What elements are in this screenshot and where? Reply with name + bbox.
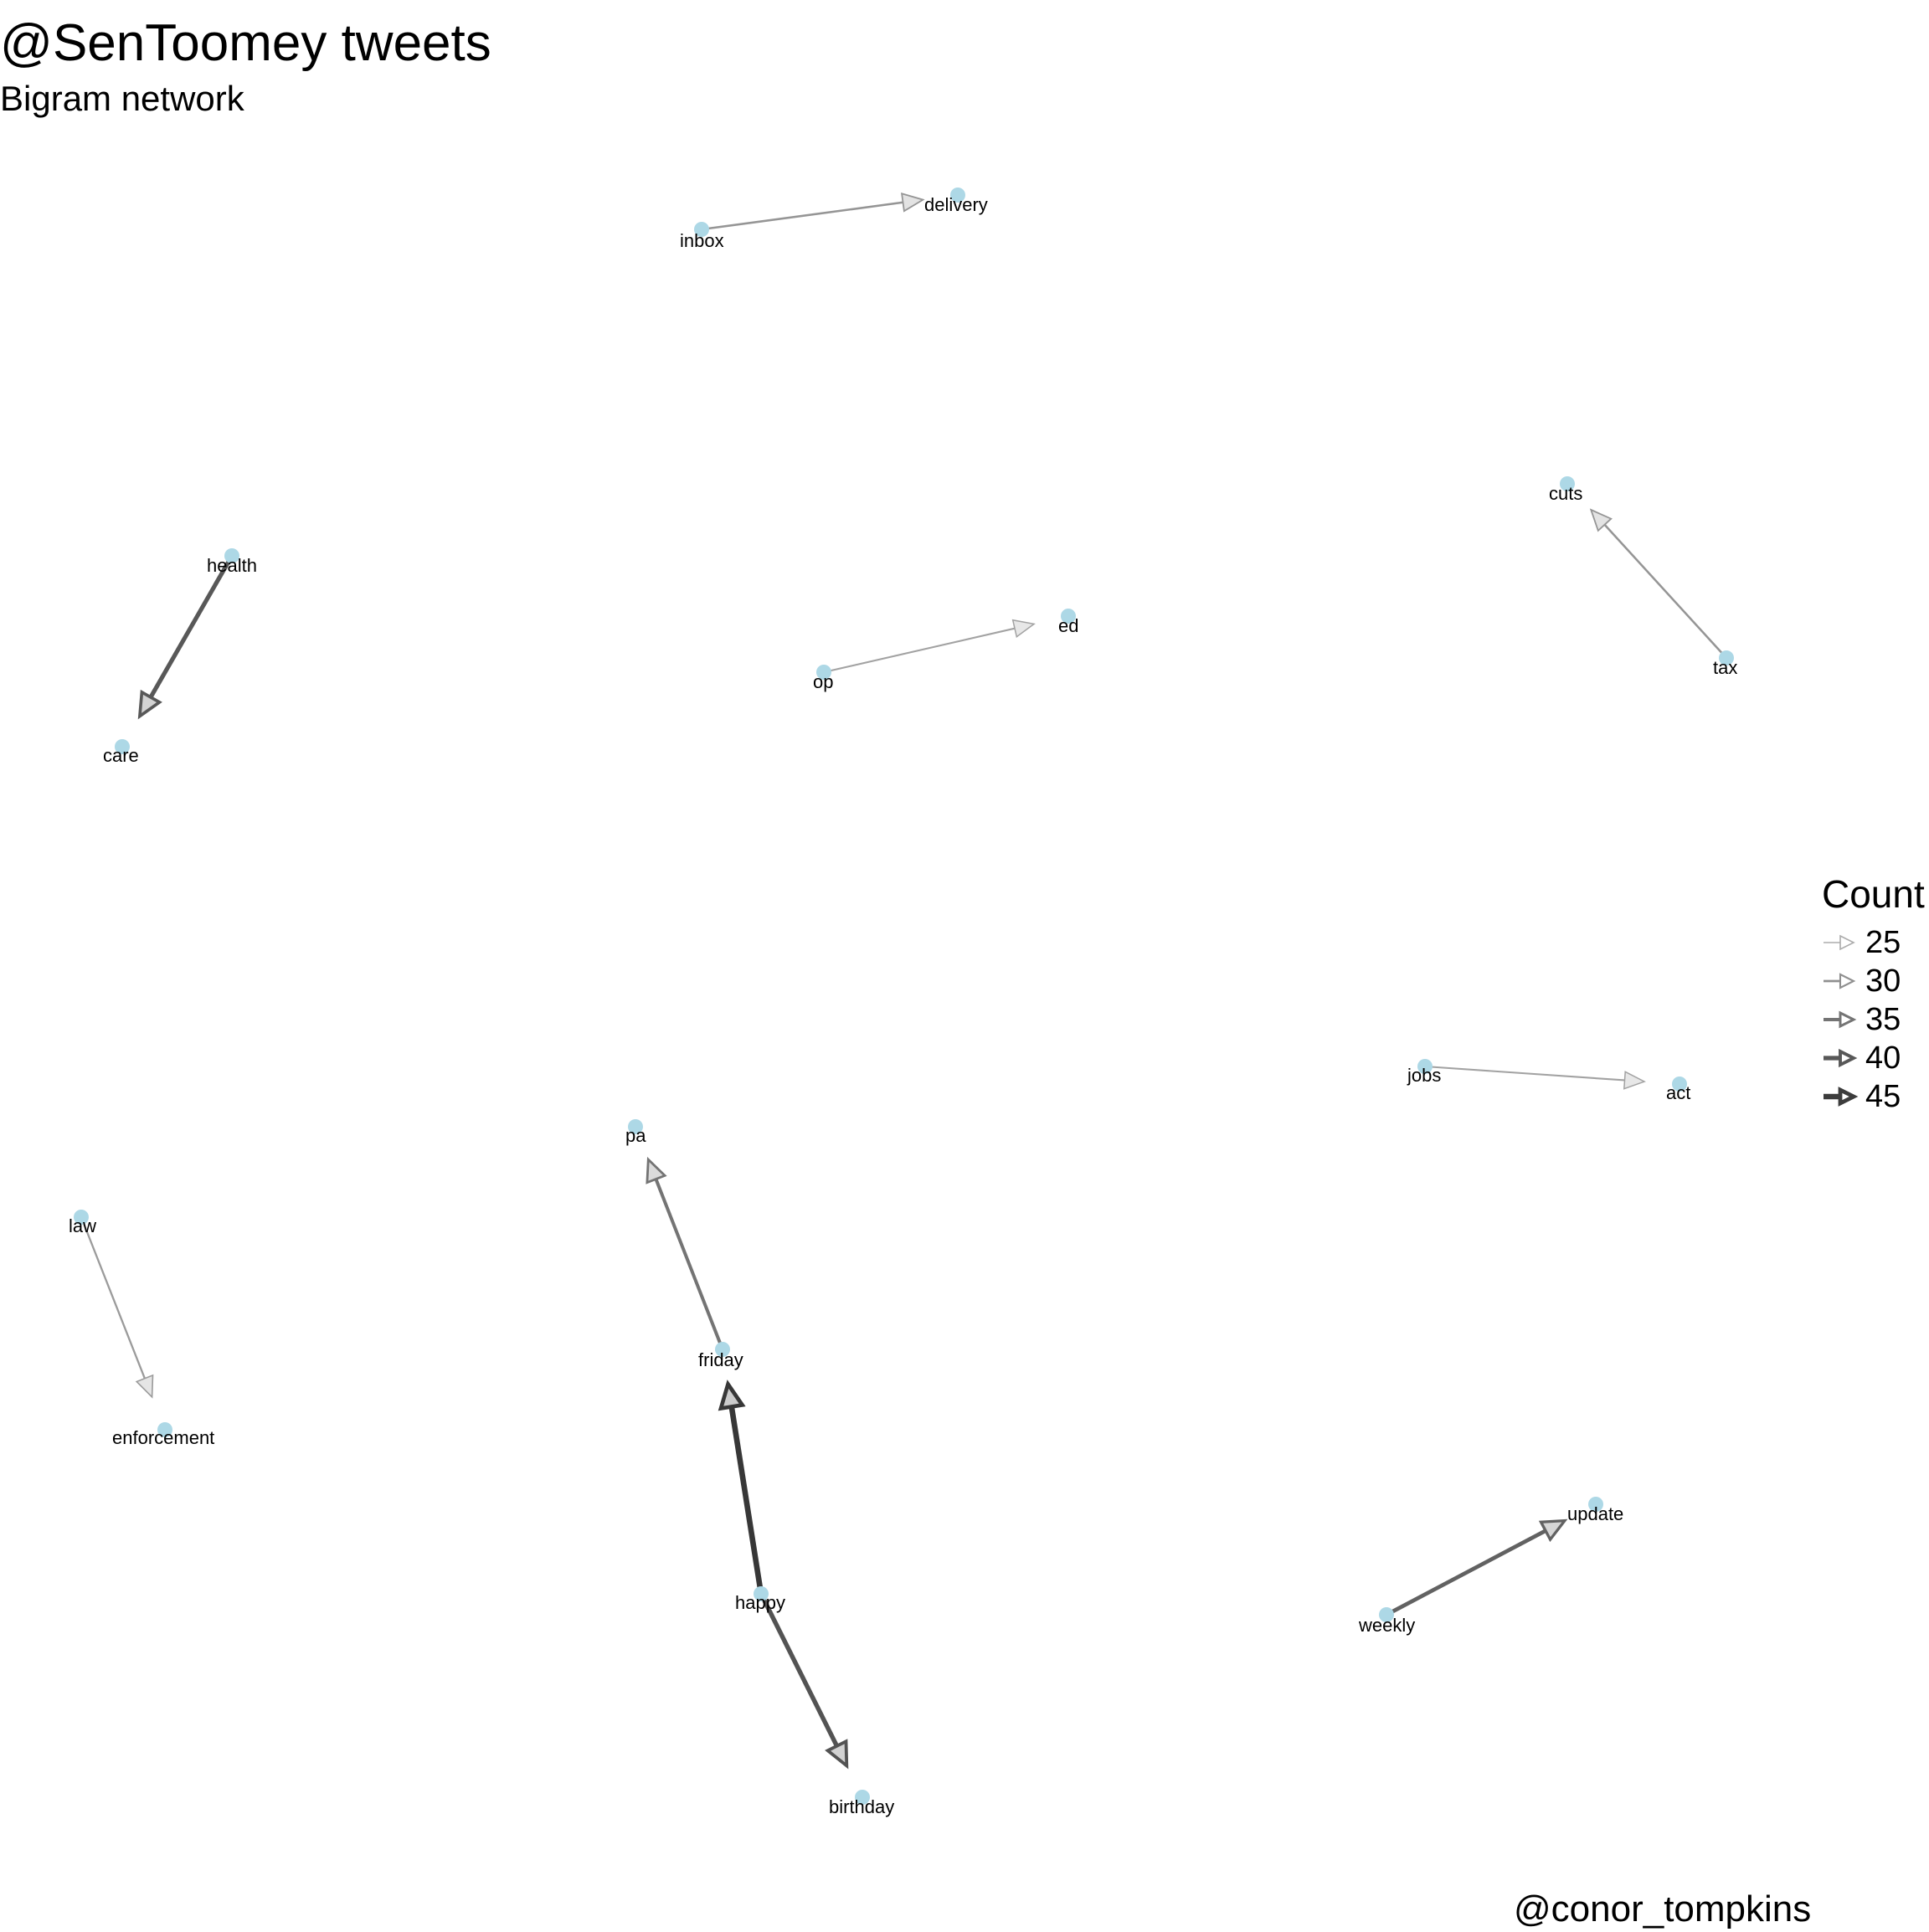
arrowhead: [718, 1380, 746, 1411]
node-label-health: health: [207, 555, 257, 576]
node-label-weekly: weekly: [1358, 1615, 1415, 1636]
node-act: [1672, 1076, 1687, 1092]
node-op: [816, 665, 831, 680]
node-label-enforcement: enforcement: [112, 1427, 214, 1448]
edge-weekly-update: [1385, 1518, 1568, 1617]
legend-item-30: 30: [1822, 963, 1901, 999]
edge-line: [701, 201, 903, 231]
edge-inbox-delivery: [701, 193, 925, 231]
node-friday: [715, 1342, 730, 1357]
edge-line: [148, 554, 234, 699]
arrowhead: [1589, 508, 1613, 532]
legend-item-35: 35: [1822, 1001, 1901, 1037]
legend-item-label: 25: [1865, 924, 1901, 960]
node-label-cuts: cuts: [1549, 483, 1582, 504]
node-label-op: op: [813, 671, 833, 692]
node-layer: [74, 188, 1734, 1805]
node-enforcement: [157, 1422, 172, 1437]
node-label-pa: pa: [625, 1125, 646, 1146]
legend-item-label: 30: [1865, 963, 1901, 999]
legend-arrow-icon: [1824, 1087, 1859, 1107]
node-jobs: [1417, 1059, 1433, 1074]
edge-line: [823, 627, 1016, 674]
node-birthday: [855, 1790, 870, 1805]
edge-jobs-act: [1424, 1065, 1646, 1090]
node-cuts: [1560, 476, 1575, 491]
legend-arrow-icon: [1824, 973, 1856, 989]
edge-line: [728, 1405, 764, 1595]
node-label-care: care: [103, 745, 139, 766]
node-label-delivery: delivery: [924, 194, 988, 215]
edge-line: [1603, 523, 1727, 659]
node-label-happy: happy: [735, 1592, 785, 1613]
arrowhead: [1011, 619, 1036, 638]
node-inbox: [694, 222, 709, 237]
edge-op-ed: [823, 619, 1036, 674]
edge-happy-birthday: [759, 1592, 849, 1770]
node-label-ed: ed: [1058, 615, 1078, 636]
label-layer: inbox delivery cuts tax health care op ed jobs ac…: [69, 194, 1737, 1817]
edge-line: [1385, 1529, 1547, 1617]
node-weekly: [1379, 1607, 1394, 1622]
node-label-tax: tax: [1713, 657, 1737, 678]
edge-law-enforcement: [80, 1216, 154, 1399]
node-label-friday: friday: [698, 1349, 743, 1370]
legend-item-45: 45: [1822, 1078, 1901, 1114]
arrowhead: [901, 193, 925, 213]
caption: @conor_tompkins: [1514, 1888, 1812, 1929]
chart-title: @SenToomey tweets: [0, 14, 491, 72]
node-delivery: [950, 188, 965, 203]
edge-line: [1424, 1065, 1625, 1082]
node-label-act: act: [1666, 1082, 1690, 1103]
node-label-inbox: inbox: [680, 230, 724, 251]
node-health: [224, 548, 239, 563]
arrowhead: [646, 1156, 667, 1184]
legend-title: Count: [1822, 872, 1925, 916]
arrowhead: [825, 1739, 849, 1770]
edge-tax-cuts: [1589, 508, 1727, 659]
node-care: [115, 739, 130, 754]
chart-subtitle: Bigram network: [0, 79, 244, 118]
arrowhead: [137, 689, 162, 720]
node-label-law: law: [69, 1215, 96, 1236]
node-label-jobs: jobs: [1407, 1065, 1441, 1086]
node-law: [74, 1210, 89, 1225]
edge-friday-pa: [646, 1156, 724, 1350]
edge-happy-friday: [718, 1380, 764, 1595]
legend-arrow-icon: [1824, 1048, 1858, 1068]
legend-arrow-icon: [1824, 1010, 1857, 1029]
edge-line: [759, 1592, 839, 1748]
legend-item-label: 45: [1865, 1078, 1901, 1114]
node-tax: [1719, 650, 1734, 665]
node-ed: [1061, 609, 1076, 624]
edge-layer: [80, 193, 1727, 1770]
legend-item-40: 40: [1822, 1040, 1901, 1076]
arrowhead: [1538, 1518, 1568, 1543]
edge-line: [80, 1216, 146, 1380]
legend-item-label: 40: [1865, 1040, 1901, 1076]
node-pa: [628, 1119, 643, 1134]
legend-arrow-icon: [1824, 934, 1855, 951]
legend-item-25: 25: [1822, 924, 1901, 960]
arrowhead: [1623, 1071, 1646, 1090]
edge-line: [654, 1178, 724, 1350]
edge-health-care: [137, 554, 234, 720]
arrowhead: [135, 1374, 154, 1399]
node-happy: [754, 1586, 769, 1601]
node-label-birthday: birthday: [829, 1796, 894, 1817]
legend-item-label: 35: [1865, 1001, 1901, 1037]
node-update: [1588, 1497, 1603, 1512]
node-label-update: update: [1567, 1503, 1623, 1524]
